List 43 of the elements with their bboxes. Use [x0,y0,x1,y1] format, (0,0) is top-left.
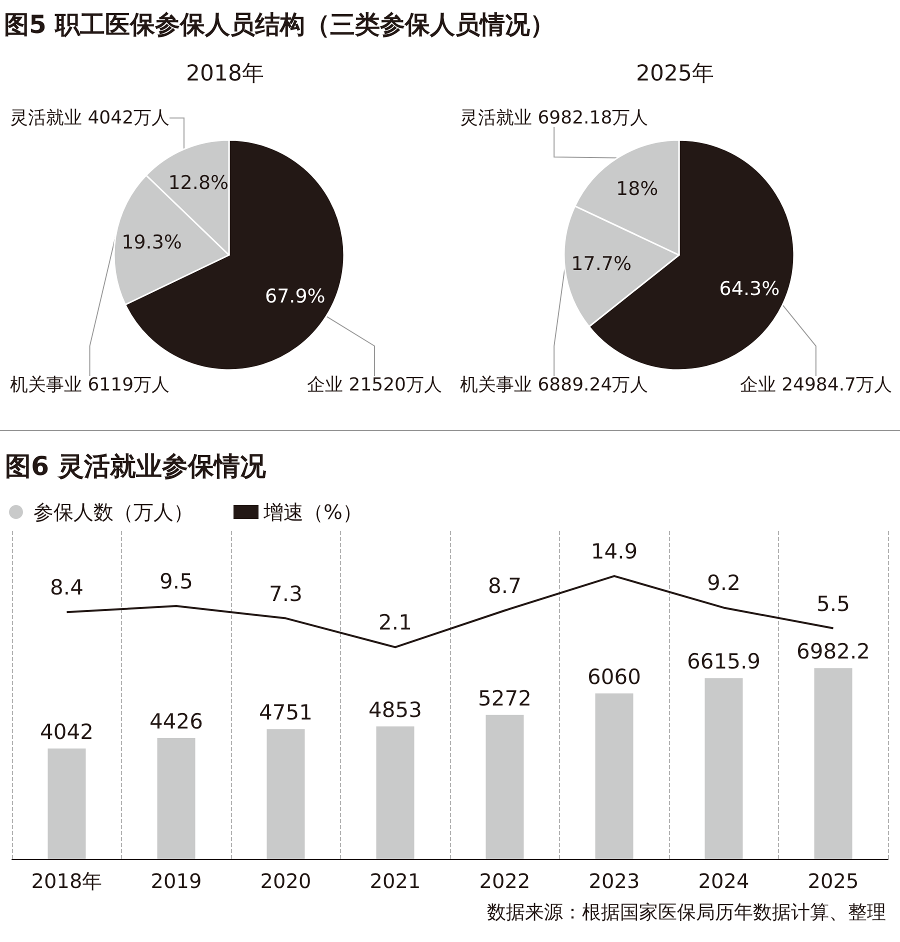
data-label: 9.2 [707,571,740,596]
chart-title: 图6 灵活就业参保情况 [5,452,268,482]
chart-title: 图5 职工医保参保人员结构（三类参保人员情况） [3,9,556,41]
x-tick-label: 2022 [479,869,530,893]
data-label: 12.8% [168,172,229,194]
x-tick-label: 2021 [370,869,421,893]
slice-label: 企业 21520万人 [307,374,442,396]
data-label: 4853 [368,698,422,722]
legend-label: 参保人数（万人） [34,500,194,524]
x-tick-label: 2024 [698,869,750,893]
data-label: 7.3 [269,582,302,606]
source-note: 数据来源：根据国家医保局历年数据计算、整理 [487,902,886,924]
legend-label: 增速（%） [262,500,363,524]
slice-label: 灵活就业 4042万人 [10,108,170,128]
data-label: 17.7% [571,253,632,276]
data-label: 8.4 [50,576,84,600]
data-label: 14.9 [590,540,638,564]
slice-label: 企业 24984.7万人 [740,374,892,396]
data-label: 4426 [150,710,203,734]
data-label: 6060 [588,664,641,689]
data-label: 67.9% [264,286,326,308]
data-label: 8.7 [488,574,522,598]
x-tick-label: 2020 [260,869,312,893]
x-tick-label: 2025 [808,869,859,893]
slice-label: 灵活就业 6982.18万人 [460,108,648,128]
data-label: 6982.2 [796,640,870,664]
slice-label: 机关事业 6119万人 [10,374,170,396]
data-label: 64.3% [719,278,780,300]
data-label: 6615.9 [687,650,760,674]
x-tick-label: 2023 [588,869,640,893]
data-label: 18% [616,178,658,200]
chart-subtitle: 2025年 [636,62,714,86]
x-tick-label: 2018年 [31,869,102,893]
data-label: 2.1 [378,610,412,635]
data-label: 4042 [40,720,94,744]
data-label: 19.3% [122,232,182,254]
data-label: 4751 [259,700,312,725]
chart-subtitle: 2018年 [186,62,264,86]
data-label: 9.5 [160,570,193,594]
x-tick-label: 2019 [150,869,202,893]
data-label: 5.5 [816,592,850,616]
slice-label: 机关事业 6889.24万人 [460,374,648,396]
data-label: 5272 [478,686,532,710]
